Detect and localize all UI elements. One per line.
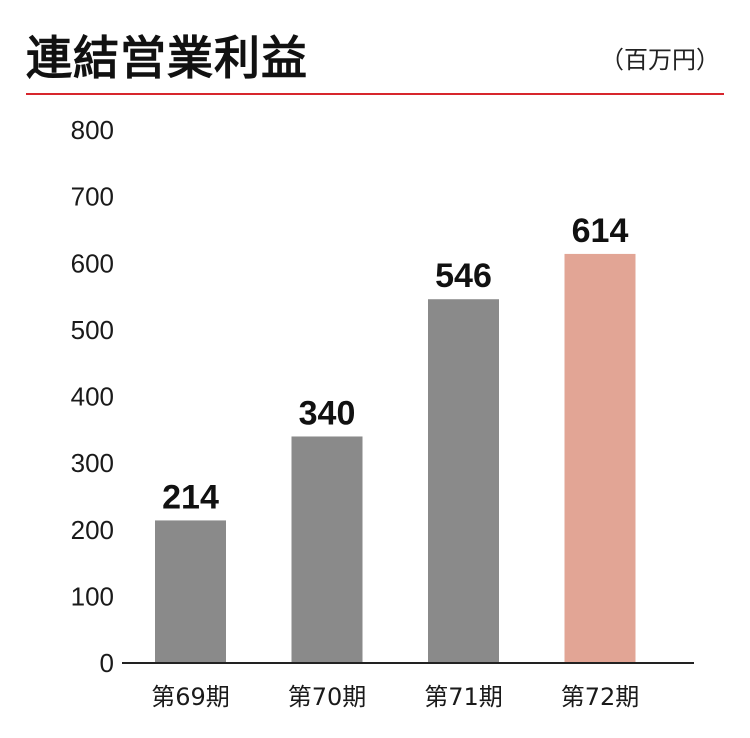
y-axis-ticks: 0 100 200 300 400 500 600 700 800: [71, 115, 114, 678]
y-tick-label: 0: [100, 648, 114, 678]
value-labels: 214 340 546 614: [162, 212, 629, 516]
bar-第72期: [564, 253, 636, 664]
bar-第69期: [155, 520, 226, 663]
bars: [155, 253, 636, 664]
x-category-label: 第70期: [288, 683, 367, 711]
bar-第70期: [291, 436, 363, 663]
x-category-label: 第72期: [561, 683, 640, 711]
data-label: 340: [299, 394, 356, 432]
bar-第71期: [428, 299, 499, 663]
y-tick-label: 300: [71, 448, 114, 478]
y-tick-label: 700: [71, 182, 114, 212]
data-label: 614: [572, 212, 629, 250]
category-labels: 第69期 第70期 第71期 第72期: [151, 683, 639, 711]
chart-title: 連結営業利益: [26, 31, 308, 85]
title-divider: [26, 93, 724, 95]
data-label: 546: [435, 257, 492, 295]
y-tick-label: 100: [71, 581, 114, 611]
x-category-label: 第71期: [424, 683, 503, 711]
y-tick-label: 800: [71, 115, 114, 145]
y-tick-label: 500: [71, 315, 114, 345]
unit-label: （百万円）: [600, 46, 720, 74]
x-category-label: 第69期: [151, 683, 230, 711]
y-tick-label: 200: [71, 515, 114, 545]
y-tick-label: 400: [71, 382, 114, 412]
y-tick-label: 600: [71, 248, 114, 278]
data-label: 214: [162, 478, 219, 516]
